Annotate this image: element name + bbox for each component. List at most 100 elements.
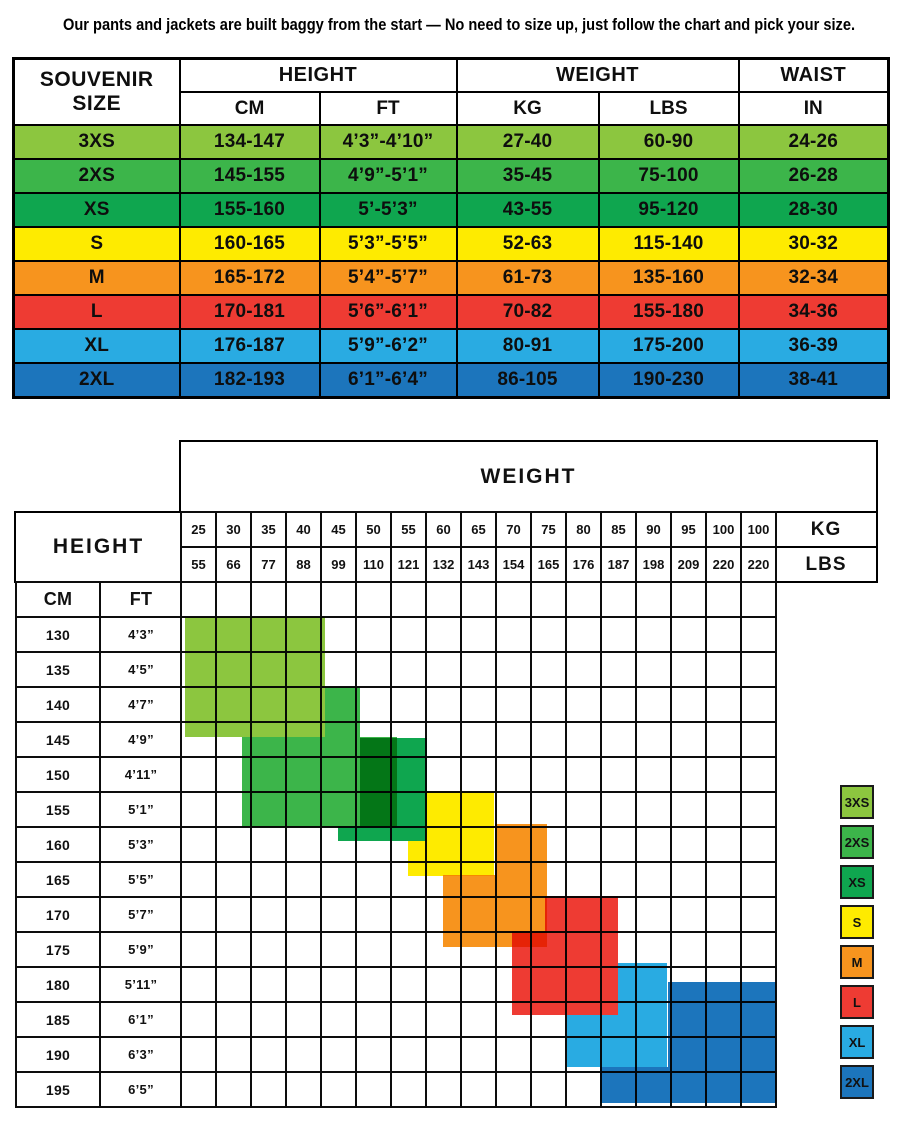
- grid-cell: [355, 1036, 392, 1073]
- size-cell: XL: [12, 328, 181, 364]
- grid-cell: [215, 686, 252, 723]
- kg-scale-cell: 100: [740, 511, 777, 548]
- height-ft-cell: 4’7”: [99, 686, 183, 723]
- grid-cell: [600, 721, 637, 758]
- weight-lbs-cell: 115-140: [597, 226, 740, 262]
- grid-cell: [600, 686, 637, 723]
- lbs-unit-cell: LBS: [774, 546, 878, 583]
- weight-kg-cell: 80-91: [455, 328, 600, 364]
- grid-cell: [355, 966, 392, 1003]
- grid-cell: [355, 1071, 392, 1108]
- grid-cell: [215, 756, 252, 793]
- kg-scale-cell: 30: [215, 511, 252, 548]
- grid-cell: [285, 1001, 322, 1038]
- grid-cell: [320, 616, 357, 653]
- size-cell: 3XS: [12, 124, 181, 160]
- grid-cell: [180, 931, 217, 968]
- grid-cell: [250, 616, 287, 653]
- grid-cell: [740, 616, 777, 653]
- grid-cell: [530, 791, 567, 828]
- size-table-row-xl: XL 176-187 5’9”-6’2” 80-91 175-200 36-39: [12, 328, 890, 364]
- grid-cell: [705, 1001, 742, 1038]
- grid-cell: [250, 791, 287, 828]
- weight-axis-label: WEIGHT: [480, 464, 577, 488]
- height-ft-cell: 4’11”: [99, 756, 183, 793]
- kg-scale-cell: 55: [390, 511, 427, 548]
- kg-scale-cell: 25: [180, 511, 217, 548]
- lbs-scale-cell: 187: [600, 546, 637, 583]
- grid-cell: [390, 966, 427, 1003]
- grid-cell: [390, 826, 427, 863]
- kg-scale-cell: 100: [705, 511, 742, 548]
- grid-cell: [285, 791, 322, 828]
- grid-cell: [600, 1001, 637, 1038]
- grid-cell: [495, 791, 532, 828]
- grid-cell: [425, 826, 462, 863]
- grid-cell: [600, 651, 637, 688]
- size-table-row-2xs: 2XS 145-155 4’9”-5’1” 35-45 75-100 26-28: [12, 158, 890, 194]
- grid-cell: [565, 1001, 602, 1038]
- grid-cell: [635, 826, 672, 863]
- grid-cell: [460, 616, 497, 653]
- grid-cell: [215, 581, 252, 618]
- grid-cell: [215, 931, 252, 968]
- grid-cell: [460, 896, 497, 933]
- grid-cell: [355, 896, 392, 933]
- height-cm-cell: 185: [15, 1001, 101, 1038]
- grid-cell: [705, 931, 742, 968]
- height-cm-cell: 160-165: [178, 226, 321, 262]
- legend-item-xl: XL: [840, 1025, 874, 1059]
- waist-in-cell: 32-34: [737, 260, 890, 296]
- size-table-body: 3XS 134-147 4’3”-4’10” 27-40 60-90 24-26 2XS 14…: [12, 124, 890, 399]
- weight-kg-cell: 52-63: [455, 226, 600, 262]
- grid-cell: [355, 581, 392, 618]
- height-ft-cell: 5’3”: [99, 826, 183, 863]
- grid-cell: [180, 616, 217, 653]
- grid-cell: [215, 1071, 252, 1108]
- grid-cell: [705, 616, 742, 653]
- height-ft-cell: 4’3”: [99, 616, 183, 653]
- size-table-row-2xl: 2XL 182-193 6’1”-6’4” 86-105 190-230 38-41: [12, 362, 890, 399]
- grid-cell: [740, 721, 777, 758]
- grid-cell: [600, 1036, 637, 1073]
- grid-cell: [670, 1071, 707, 1108]
- grid-cell: [390, 1036, 427, 1073]
- grid-cell: [250, 581, 287, 618]
- grid-cell: [495, 966, 532, 1003]
- size-table-unit-ft: FT: [318, 91, 458, 126]
- height-cm-cell: 180: [15, 966, 101, 1003]
- height-cm-cell: 155-160: [178, 192, 321, 228]
- grid-cell: [425, 1071, 462, 1108]
- height-ft-cell: 6’3”: [99, 1036, 183, 1073]
- grid-cell: [705, 581, 742, 618]
- grid-cell: [635, 791, 672, 828]
- size-table-row-3xs: 3XS 134-147 4’3”-4’10” 27-40 60-90 24-26: [12, 124, 890, 160]
- grid-cell: [530, 1071, 567, 1108]
- grid-cell: [460, 826, 497, 863]
- grid-cell: [390, 581, 427, 618]
- grid-cell: [670, 686, 707, 723]
- grid-cell: [215, 1036, 252, 1073]
- grid-cell: [495, 861, 532, 898]
- grid-cell: [740, 861, 777, 898]
- lbs-scale-cell: 121: [390, 546, 427, 583]
- grid-cell: [565, 686, 602, 723]
- grid-cell: [460, 1001, 497, 1038]
- legend-item-xs: XS: [840, 865, 874, 899]
- grid-cell: [670, 791, 707, 828]
- height-cm-cell: 145: [15, 721, 101, 758]
- lbs-scale-cell: 66: [215, 546, 252, 583]
- size-table-header-height: HEIGHT: [178, 57, 458, 93]
- grid-cell: [565, 756, 602, 793]
- grid-cell: [180, 861, 217, 898]
- grid-cell: [670, 581, 707, 618]
- grid-cell: [705, 686, 742, 723]
- height-cm-cell: 165-172: [178, 260, 321, 296]
- grid-cell: [355, 651, 392, 688]
- grid-cell: [250, 931, 287, 968]
- grid-cell: [600, 826, 637, 863]
- grid-cell: [705, 1071, 742, 1108]
- grid-cell: [425, 616, 462, 653]
- grid-cell: [285, 651, 322, 688]
- weight-kg-cell: 86-105: [455, 362, 600, 399]
